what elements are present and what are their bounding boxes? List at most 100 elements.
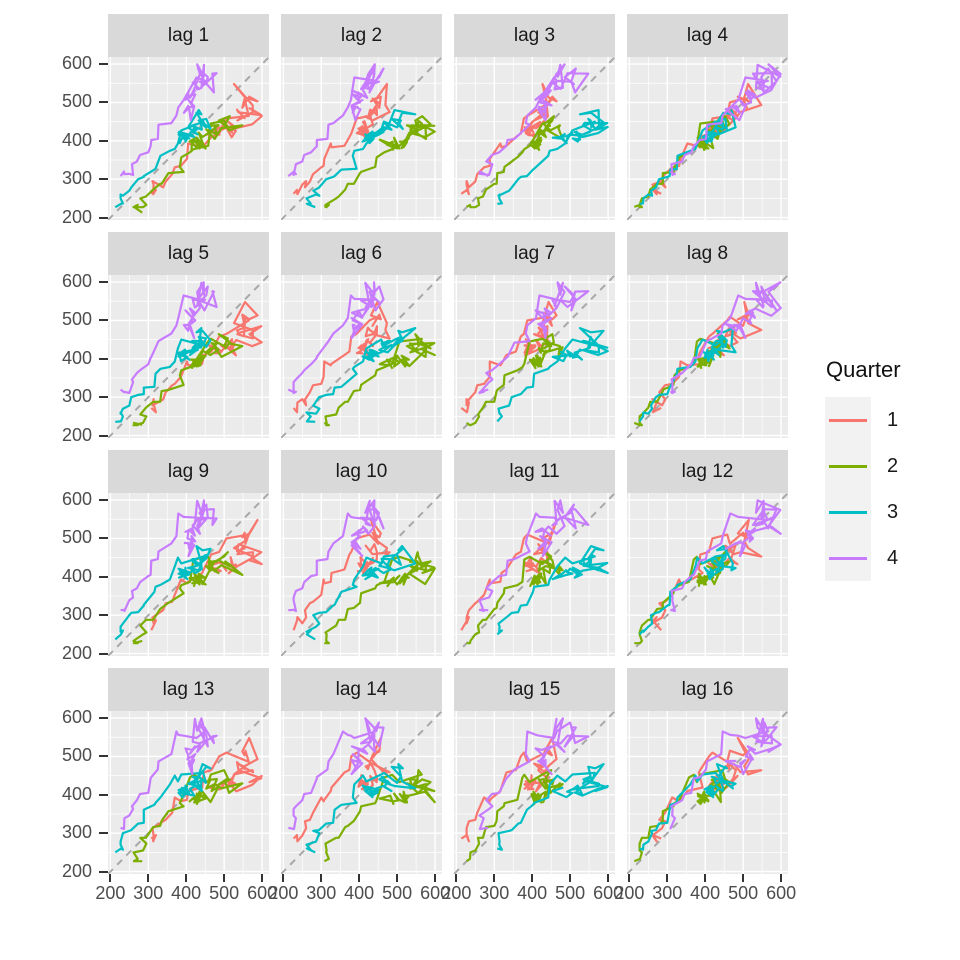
series-path-quarter-1	[460, 82, 558, 196]
x-tick-mark	[742, 874, 745, 882]
facet-strip-lag-13: lag 13	[108, 668, 269, 711]
x-tick-mark	[455, 874, 458, 882]
legend-key-line-q2	[829, 464, 867, 468]
x-axis-tick-label: 600	[247, 883, 278, 903]
series-path-quarter-3	[497, 109, 609, 205]
series-path-quarter-3	[638, 327, 737, 423]
series-path-quarter-2	[132, 115, 244, 214]
legend-entry-q1: 1	[825, 397, 898, 443]
x-tick-mark	[320, 874, 323, 882]
x-tick-mark	[628, 874, 631, 882]
y-axis-tick-label: 300	[61, 386, 92, 407]
facet-strip-label: lag 2	[340, 24, 383, 46]
facet-panel-lag-11	[454, 493, 615, 656]
y-tick-mark	[99, 614, 108, 617]
series-path-quarter-3	[496, 327, 609, 423]
series-path-quarter-4	[478, 281, 590, 395]
series-path-quarter-4	[120, 499, 218, 613]
y-axis-tick-label: 300	[61, 604, 92, 625]
minor-gridlines	[627, 493, 788, 656]
series-path-quarter-3	[639, 109, 737, 205]
minor-gridlines	[108, 493, 269, 656]
legend-entry-q2: 2	[825, 443, 898, 489]
series-path-quarter-3	[114, 109, 212, 209]
x-axis-tick-label: 600	[593, 883, 624, 903]
y-axis-tick-label: 200	[61, 860, 92, 881]
facet-panel-lag-13	[108, 711, 269, 874]
series-path-quarter-3	[114, 545, 212, 641]
series-path-quarter-3	[305, 109, 417, 209]
x-axis-tick-label: 200	[268, 883, 299, 903]
legend-key-line-q1	[829, 418, 867, 422]
y-axis-tick-label: 300	[61, 822, 92, 843]
major-gridlines	[627, 493, 788, 656]
facet-strip-lag-15: lag 15	[454, 668, 615, 711]
x-axis-tick-label: 500	[728, 883, 759, 903]
minor-gridlines	[108, 275, 269, 438]
x-axis-tick-label: 300	[479, 883, 510, 903]
facet-strip-label: lag 3	[513, 24, 556, 46]
y-tick-mark	[99, 832, 108, 835]
y-tick-mark	[99, 755, 108, 758]
y-tick-mark	[99, 434, 108, 437]
series-path-quarter-1	[292, 736, 391, 843]
x-axis-tick-label: 500	[555, 883, 586, 903]
series-path-quarter-2	[323, 333, 436, 427]
x-tick-mark	[607, 874, 610, 882]
minor-gridlines	[281, 57, 442, 220]
major-gridlines	[281, 493, 442, 656]
series-path-quarter-3	[305, 763, 417, 854]
series-path-quarter-4	[287, 63, 385, 177]
series-path-quarter-4	[670, 281, 782, 395]
series-path-quarter-2	[466, 115, 564, 209]
x-axis-tick-label: 300	[133, 883, 164, 903]
facet-strip-label: lag 16	[681, 678, 734, 700]
facet-strip-lag-16: lag 16	[627, 668, 788, 711]
y-axis-tick-label: 500	[61, 527, 92, 548]
series-path-quarter-1	[150, 518, 263, 631]
facet-strip-label: lag 14	[335, 678, 388, 700]
series-path-quarter-1	[292, 300, 391, 414]
series-path-quarter-2	[323, 769, 436, 863]
y-tick-mark	[99, 63, 108, 65]
facet-panel-lag-2	[281, 57, 442, 220]
x-axis-tick-label: 400	[171, 883, 202, 903]
x-tick-mark	[261, 874, 264, 882]
facet-strip-label: lag 11	[509, 460, 560, 482]
series-path-quarter-4	[669, 717, 782, 830]
series-path-quarter-3	[497, 763, 609, 851]
series-path-quarter-4	[478, 499, 590, 613]
minor-gridlines	[454, 275, 615, 438]
series-path-quarter-3	[305, 327, 417, 423]
major-gridlines	[454, 711, 615, 874]
y-tick-mark	[99, 216, 108, 219]
x-tick-mark	[185, 874, 188, 882]
y-axis-tick-label: 500	[61, 91, 92, 112]
series-path-quarter-4	[478, 63, 590, 178]
x-axis-tick-label: 200	[441, 883, 472, 903]
facet-strip-label: lag 15	[508, 678, 561, 700]
series-path-quarter-4	[478, 717, 590, 831]
facet-strip-lag-5: lag 5	[108, 232, 269, 275]
minor-gridlines	[454, 493, 615, 656]
y-tick-mark	[99, 537, 108, 540]
facet-strip-label: lag 6	[340, 242, 383, 264]
x-tick-mark	[223, 874, 226, 882]
facet-panel-lag-16	[627, 711, 788, 874]
y-tick-mark	[99, 793, 108, 796]
x-axis-tick-label: 400	[690, 883, 721, 903]
x-axis-tick-label: 400	[344, 883, 375, 903]
x-tick-mark	[109, 874, 112, 882]
x-tick-mark	[396, 874, 399, 882]
facet-strip-lag-8: lag 8	[627, 232, 788, 275]
y-tick-mark	[99, 357, 108, 360]
y-axis-tick-label: 200	[61, 424, 92, 445]
facet-strip-lag-7: lag 7	[454, 232, 615, 275]
x-tick-mark	[569, 874, 572, 882]
major-gridlines	[454, 57, 615, 220]
x-axis-tick-label: 300	[652, 883, 683, 903]
facet-strip-label: lag 9	[167, 460, 210, 482]
facet-panel-lag-10	[281, 493, 442, 656]
legend-key-q4	[825, 535, 871, 581]
